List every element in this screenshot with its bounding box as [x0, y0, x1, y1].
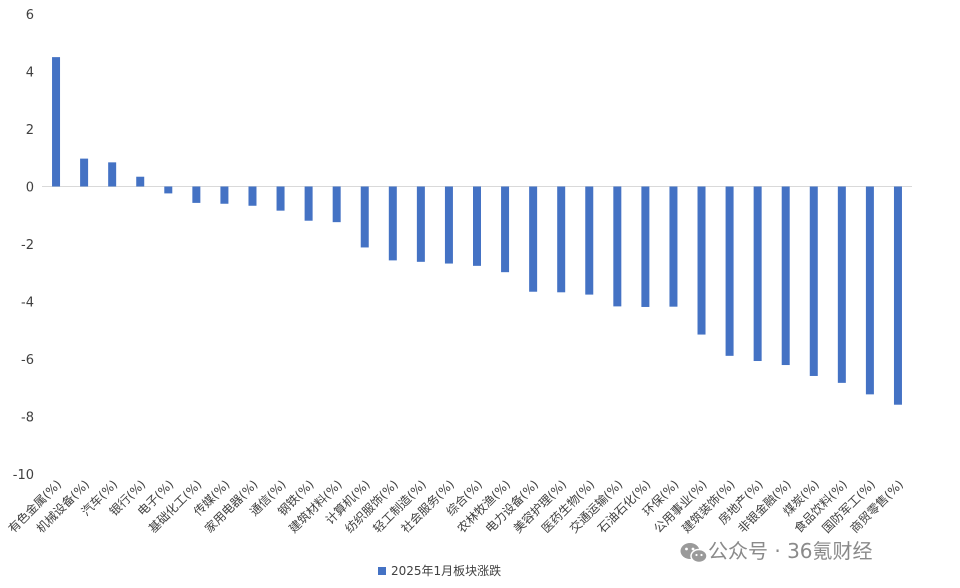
- bar: [248, 186, 257, 206]
- category-labels: 有色金属(%)机械设备(%)汽车(%)银行(%)电子(%)基础化工(%)传媒(%…: [5, 477, 906, 536]
- bar: [416, 186, 425, 262]
- legend-label: 2025年1月板块涨跌: [391, 563, 501, 578]
- legend-swatch: [378, 567, 386, 575]
- bar: [669, 186, 678, 307]
- bar: [473, 186, 481, 266]
- bar: [697, 186, 706, 335]
- bar: [557, 186, 566, 293]
- y-tick-label: -10: [13, 468, 34, 483]
- bar: [80, 158, 89, 187]
- bar: [360, 186, 369, 248]
- bar: [781, 186, 790, 366]
- bar: [108, 162, 117, 187]
- bar: [725, 186, 734, 356]
- bar: [304, 186, 313, 221]
- legend: 2025年1月板块涨跌: [378, 563, 501, 578]
- bar: [865, 186, 874, 395]
- bar: [753, 186, 762, 362]
- y-tick-label: -2: [21, 238, 34, 253]
- y-tick-label: -4: [21, 296, 34, 311]
- y-tick-label: -6: [21, 353, 34, 368]
- bar: [613, 186, 622, 307]
- bar: [809, 186, 818, 376]
- watermark: 公众号 · 36氪财经: [680, 539, 873, 564]
- bar: [276, 186, 285, 211]
- bar: [641, 186, 650, 307]
- wechat-icon: [680, 543, 708, 564]
- watermark-text: 公众号 · 36氪财经: [708, 539, 873, 563]
- bar: [220, 186, 229, 204]
- bar: [893, 186, 902, 405]
- bar: [444, 186, 453, 264]
- bar: [529, 186, 538, 292]
- bar: [837, 186, 846, 383]
- bar: [52, 57, 61, 187]
- y-axis-ticks: 6 4 2 0 -2 -4 -6 -8 -10: [13, 8, 34, 483]
- bar: [388, 186, 397, 261]
- bar: [136, 176, 145, 187]
- bars: [52, 57, 902, 405]
- y-tick-label: 2: [26, 123, 34, 138]
- bar: [192, 186, 201, 203]
- bar: [585, 186, 594, 295]
- bar: [501, 186, 510, 273]
- y-tick-label: 6: [26, 8, 34, 23]
- bar: [332, 186, 341, 223]
- bar: [164, 186, 173, 194]
- y-tick-label: 4: [26, 66, 34, 81]
- y-tick-label: -8: [21, 411, 34, 426]
- y-tick-label: 0: [26, 181, 34, 196]
